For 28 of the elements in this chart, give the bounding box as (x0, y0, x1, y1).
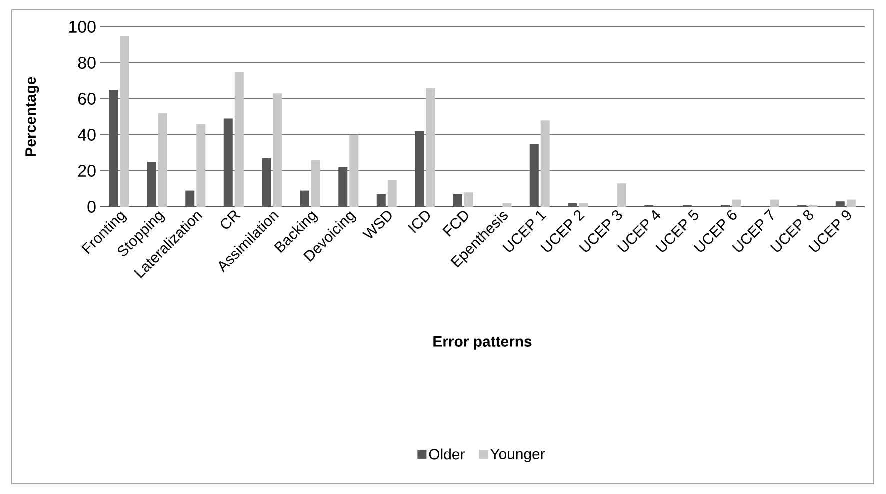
bar (464, 192, 474, 207)
bar (273, 94, 282, 207)
y-tick-label: 60 (78, 93, 96, 105)
bar (770, 200, 780, 207)
y-tick-label: 100 (70, 21, 96, 33)
bar (846, 200, 856, 207)
bar (120, 36, 130, 207)
legend-label: Younger (490, 449, 546, 462)
y-tick-label: 40 (78, 129, 96, 141)
y-axis-title: Percentage (26, 77, 40, 156)
bar (350, 135, 359, 207)
legend-label: Older (429, 448, 465, 460)
bar (732, 200, 742, 207)
bar (234, 72, 244, 207)
bar (502, 203, 512, 207)
y-tick-label: 80 (78, 57, 96, 69)
x-axis-title: Error patterns (434, 336, 532, 350)
bar (158, 113, 168, 207)
bar (617, 184, 626, 207)
bar (196, 124, 206, 207)
y-tick-label: 0 (88, 201, 96, 213)
bar (311, 160, 320, 207)
y-tick-label: 20 (78, 165, 96, 177)
bar (426, 88, 436, 207)
bar (388, 180, 397, 207)
bar (579, 203, 588, 207)
bar (540, 120, 550, 207)
x-tick-label: ICD (408, 211, 430, 234)
